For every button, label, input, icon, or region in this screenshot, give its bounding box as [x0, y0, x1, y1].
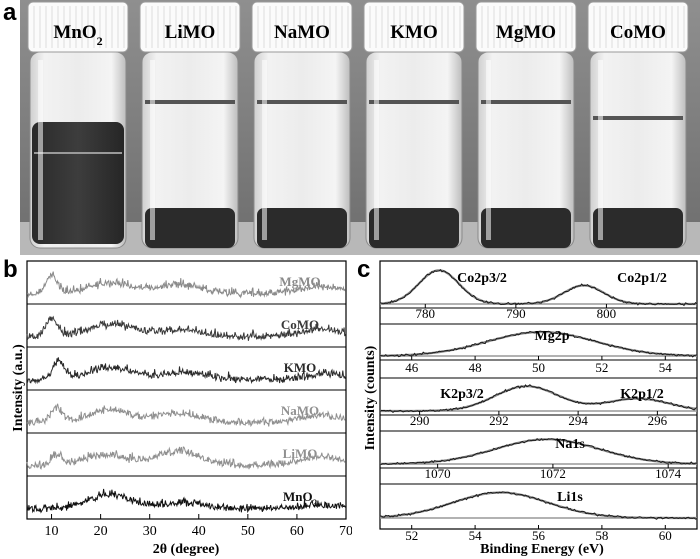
xrd-series-mgmo: [26, 271, 346, 299]
vial-namo: NaMO: [251, 1, 353, 249]
xps-subplot-co: 780 790 800 Co2p3/2 Co2p1/2: [379, 268, 698, 325]
vial-label: KMO: [390, 22, 438, 43]
vial-sediment: [257, 208, 347, 248]
xrd-ylabel: Intensity (a.u.): [11, 344, 26, 432]
xps-xtick-label: 52: [405, 528, 418, 543]
vial-meniscus: [593, 116, 683, 120]
panel-label-a: a: [3, 0, 17, 26]
xrd-series-label: MnO2: [283, 489, 318, 508]
xrd-xtick-label: 50: [241, 524, 255, 539]
xps-chart: Intensity (counts) 780 790 800 Co2p3/2 Co2p1…: [363, 260, 698, 557]
xps-raw-curve: [379, 330, 698, 358]
xrd-series-label: CoMO: [281, 317, 319, 332]
vial-meniscus: [145, 100, 235, 104]
xps-xtick-label: 54: [469, 528, 483, 543]
xrd-series-label: LiMO: [283, 446, 318, 461]
xps-peak-label-co2p3-2: Co2p3/2: [457, 271, 507, 286]
vial-mgmo: MgMO: [475, 1, 577, 249]
panel-label-b: b: [3, 256, 18, 283]
xps-xtick-label: 1074: [655, 466, 682, 481]
xrd-xtick-label: 20: [94, 524, 108, 539]
vial-meniscus: [257, 100, 347, 104]
vial-sediment: [481, 208, 571, 248]
vial-label: LiMO: [165, 22, 216, 43]
xrd-xtick-label: 70: [339, 524, 352, 539]
xps-peak-label-li1s: Li1s: [557, 490, 583, 505]
xps-subplot-na: 1070 1072 1074 Na1s: [379, 437, 698, 485]
vial-sediment: [369, 208, 459, 248]
xps-xtick-label: 294: [568, 413, 588, 428]
xrd-series-kmo: [26, 357, 346, 385]
xps-ylabel: Intensity (counts): [363, 345, 378, 450]
vial-limo: LiMO: [139, 1, 241, 249]
vial-cap: [363, 1, 465, 53]
xps-xtick-label: 52: [595, 360, 608, 375]
vial-sediment: [145, 208, 235, 248]
xps-peak-label-co2p1-2: Co2p1/2: [617, 271, 667, 286]
xps-xtick-label: 1070: [425, 466, 451, 481]
xps-peak-label-k2p3-2: K2p3/2: [440, 387, 484, 402]
vial-cap: [139, 1, 241, 53]
xrd-series-label: NaMO: [281, 403, 319, 418]
xps-raw-curve: [379, 268, 698, 307]
xps-subplot-li: 52 54 56 58 60 Li1s: [379, 490, 698, 543]
xps-raw-curve: [379, 437, 698, 465]
vial-dispersion: [32, 122, 124, 244]
xps-xtick-label: 296: [648, 413, 668, 428]
xps-peak-label-na1s: Na1s: [555, 437, 585, 452]
xrd-xtick-label: 40: [192, 524, 206, 539]
vial-label: MgMO: [496, 22, 556, 43]
xrd-xtick-label: 10: [45, 524, 59, 539]
xps-subplot-k: 290 292 294 296 K2p3/2 K2p1/2: [379, 384, 698, 432]
xrd-series-label: MgMO: [279, 274, 320, 289]
xps-xtick-label: 780: [416, 306, 436, 321]
xps-xtick-label: 46: [405, 360, 419, 375]
vial-sediment: [593, 208, 683, 248]
xps-xtick-label: 54: [659, 360, 673, 375]
vial-como: CoMO: [587, 1, 689, 249]
xps-peak-label-k2p1-2: K2p1/2: [620, 387, 664, 402]
vial-meniscus: [481, 100, 571, 104]
xrd-xtick-label: 60: [290, 524, 304, 539]
vial-label: NaMO: [274, 22, 330, 43]
xps-xtick-label: 800: [597, 306, 617, 321]
xps-xtick-label: 60: [659, 528, 672, 543]
xrd-chart: Intensity (a.u.) MgMO CoMO KMO NaMO LiMO MnO2…: [11, 260, 352, 557]
xps-fit-curve: [379, 491, 697, 520]
vials-photo: MnO2 LiMO NaMO KMO MgMO CoMO: [20, 0, 700, 255]
photo-background: [20, 0, 700, 255]
xrd-series-mno2: [26, 488, 346, 514]
xps-xtick-label: 292: [489, 413, 509, 428]
xrd-xlabel: 2θ (degree): [153, 542, 220, 557]
photo-table: [20, 222, 700, 255]
vial-cap: [475, 1, 577, 53]
xps-xtick-label: 50: [532, 360, 545, 375]
xrd-series-namo: [26, 403, 346, 428]
xps-xtick-label: 1072: [540, 466, 566, 481]
xps-xtick-label: 48: [469, 360, 482, 375]
xps-xtick-label: 290: [410, 413, 430, 428]
xps-raw-curve: [379, 491, 698, 520]
xps-xlabel: Binding Energy (eV): [480, 542, 604, 557]
xps-xtick-label: 790: [506, 306, 526, 321]
vial-meniscus: [369, 100, 459, 104]
xrd-series-como: [26, 315, 346, 341]
xps-xtick-label: 56: [532, 528, 546, 543]
vial-cap: [27, 1, 129, 53]
vial-kmo: KMO: [363, 1, 465, 249]
vial-cap: [587, 1, 689, 53]
xrd-series-limo: [26, 446, 346, 470]
xps-peak-label-mg2p: Mg2p: [535, 329, 570, 344]
xps-raw-curve: [379, 384, 698, 414]
vial-cap: [251, 1, 353, 53]
vial-label: CoMO: [610, 22, 666, 43]
xrd-xtick-label: 30: [143, 524, 157, 539]
panel-label-c: c: [357, 256, 371, 283]
xps-xtick-label: 58: [595, 528, 608, 543]
xps-subplot-mg: 46 48 50 52 54 Mg2p: [379, 329, 698, 379]
vial-mno2: MnO2: [27, 1, 129, 249]
xrd-series-label: KMO: [284, 360, 317, 375]
